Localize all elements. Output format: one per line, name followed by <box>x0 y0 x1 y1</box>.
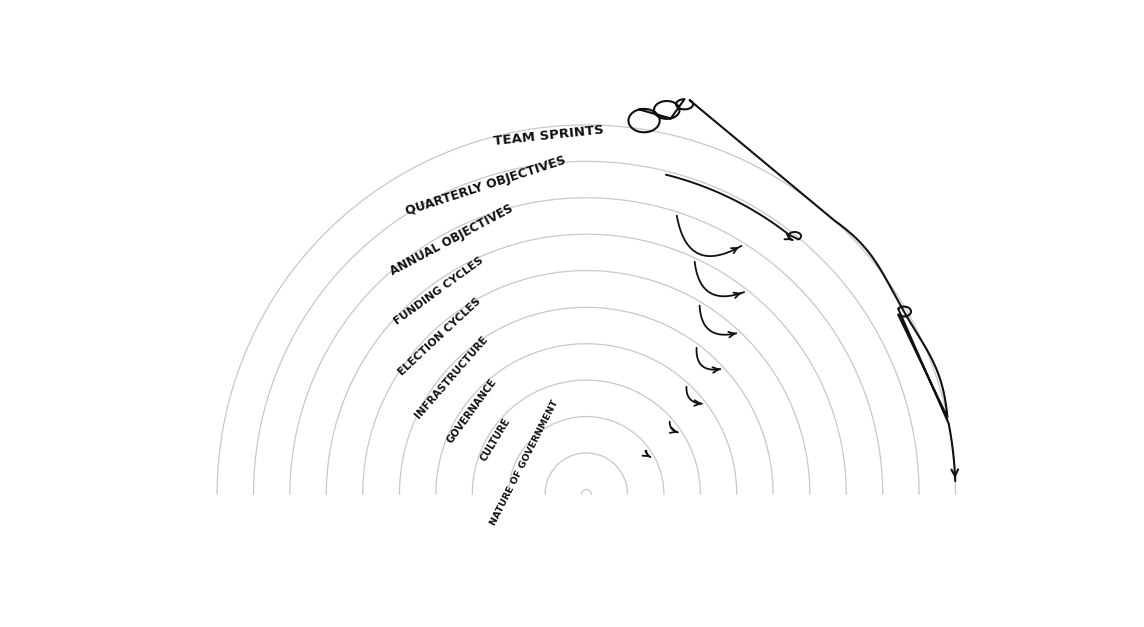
Text: ELECTION CYCLES: ELECTION CYCLES <box>397 296 483 377</box>
Text: CULTURE: CULTURE <box>479 416 513 463</box>
Text: INFRASTRUCTURE: INFRASTRUCTURE <box>413 334 490 420</box>
Text: ANNUAL OBJECTIVES: ANNUAL OBJECTIVES <box>388 202 515 278</box>
Text: TEAM SPRINTS: TEAM SPRINTS <box>493 123 604 148</box>
Text: GOVERNANCE: GOVERNANCE <box>445 377 499 445</box>
Text: FUNDING CYCLES: FUNDING CYCLES <box>392 255 485 327</box>
Text: QUARTERLY OBJECTIVES: QUARTERLY OBJECTIVES <box>404 154 567 218</box>
Text: NATURE OF GOVERNMENT: NATURE OF GOVERNMENT <box>490 399 561 527</box>
